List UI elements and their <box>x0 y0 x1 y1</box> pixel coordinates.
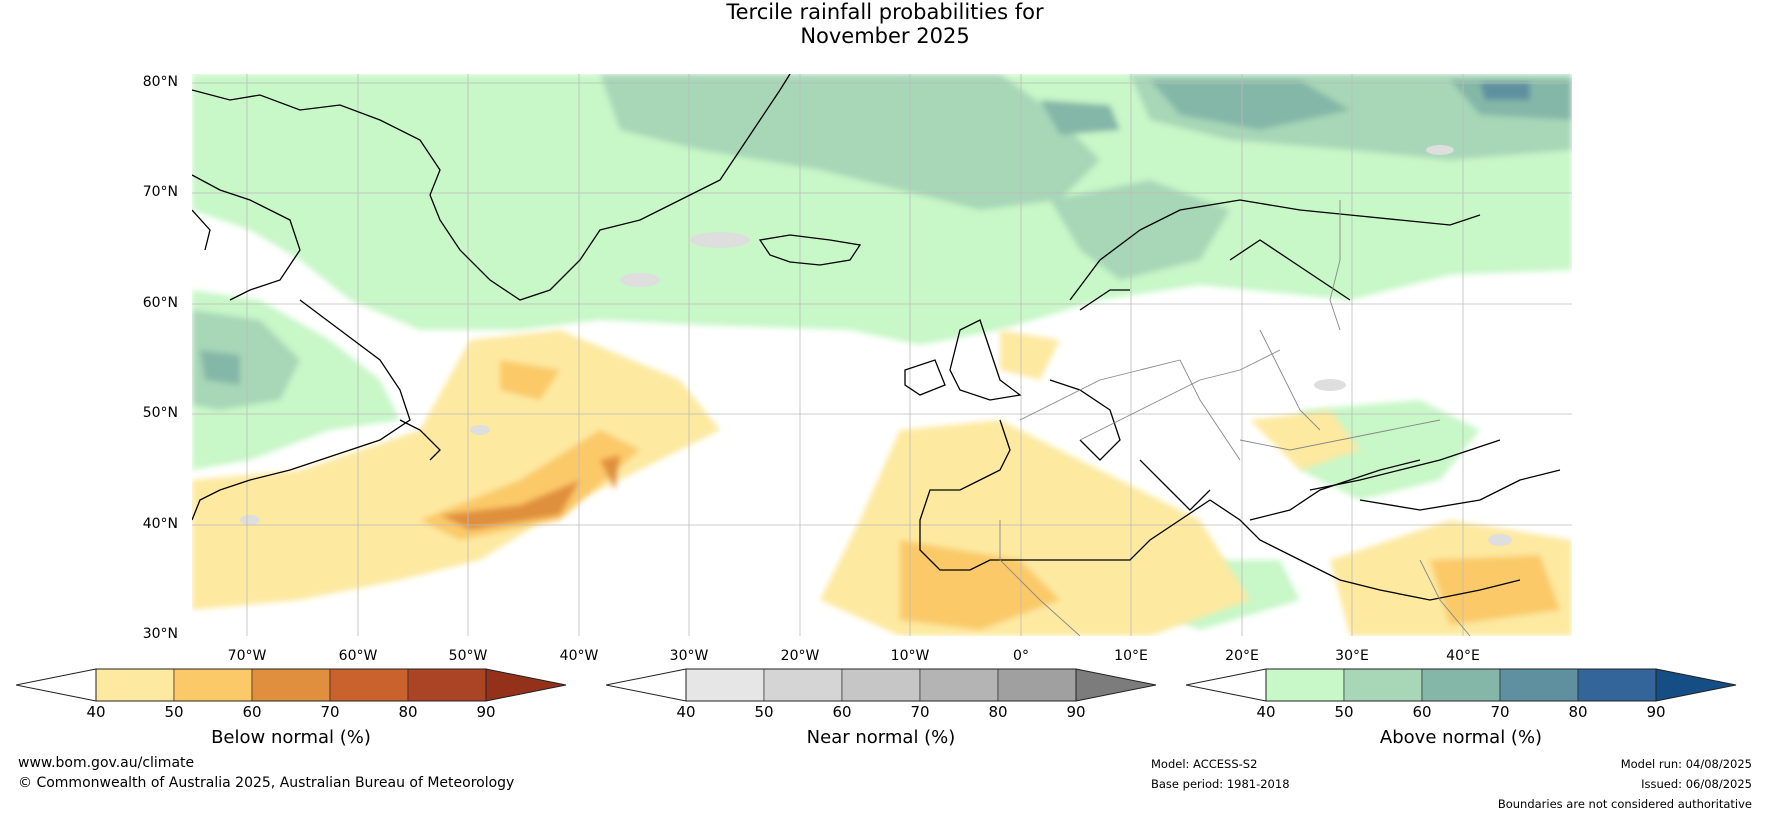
lon-label-0: 0° <box>1013 648 1029 664</box>
colorbar-above-swatch-2 <box>1343 668 1423 702</box>
footer-model: Model: ACCESS-S2 <box>1151 757 1258 771</box>
colorbar-below-high-extend <box>485 668 567 702</box>
lon-label-20w: 20°W <box>780 648 820 664</box>
lat-label-30n: 30°N <box>142 626 178 642</box>
near-tick-80: 80 <box>988 703 1008 721</box>
colorbar-near-low-extend <box>606 668 687 702</box>
lon-label-10w: 10°W <box>890 648 930 664</box>
above-tick-70: 70 <box>1490 703 1510 721</box>
graticule <box>192 74 1572 636</box>
lon-label-40w: 40°W <box>559 648 599 664</box>
lon-label-70w: 70°W <box>227 648 267 664</box>
lon-label-10e: 10°E <box>1114 648 1148 664</box>
above-tick-90: 90 <box>1646 703 1666 721</box>
footer-copyright: © Commonwealth of Australia 2025, Austra… <box>18 775 515 791</box>
lon-label-30w: 30°W <box>669 648 709 664</box>
above-tick-80: 80 <box>1568 703 1588 721</box>
lat-label-40n: 40°N <box>142 516 178 532</box>
lon-label-40e: 40°E <box>1446 648 1480 664</box>
near-normal-areas <box>240 145 1512 546</box>
below-tick-80: 80 <box>398 703 418 721</box>
map-title: Tercile rainfall probabilities for Novem… <box>0 0 1770 48</box>
lat-label-60n: 60°N <box>142 295 178 311</box>
below-tick-70: 70 <box>320 703 340 721</box>
probability-map <box>192 74 1572 636</box>
below-tick-40: 40 <box>86 703 106 721</box>
lon-label-50w: 50°W <box>448 648 488 664</box>
lat-label-80n: 80°N <box>142 74 178 90</box>
lon-label-60w: 60°W <box>338 648 378 664</box>
colorbar-below-low-extend <box>16 668 97 702</box>
colorbar-above-swatch-5 <box>1577 668 1657 702</box>
above-tick-50: 50 <box>1334 703 1354 721</box>
below-normal-areas <box>192 330 1572 636</box>
colorbar-near-swatch-4 <box>919 668 999 702</box>
colorbar-above-swatch-3 <box>1421 668 1501 702</box>
colorbar-above-low-extend <box>1186 668 1267 702</box>
below-tick-50: 50 <box>164 703 184 721</box>
footer-issued: Issued: 06/08/2025 <box>1641 777 1752 791</box>
colorbar-near-swatch-3 <box>841 668 921 702</box>
country-borders <box>999 200 1471 636</box>
above-tick-60: 60 <box>1412 703 1432 721</box>
colorbar-near-swatch-5 <box>997 668 1077 702</box>
footer-base-period: Base period: 1981-2018 <box>1151 777 1290 791</box>
below-tick-90: 90 <box>476 703 496 721</box>
colorbar-below-swatch-2 <box>173 668 253 702</box>
colorbar-near-label: Near normal (%) <box>806 727 956 748</box>
near-tick-70: 70 <box>910 703 930 721</box>
near-tick-60: 60 <box>832 703 852 721</box>
colorbar-above-normal <box>1186 668 1737 702</box>
colorbar-below-swatch-1 <box>95 668 175 702</box>
colorbar-above-label: Above normal (%) <box>1379 727 1543 748</box>
colorbar-near-normal <box>606 668 1157 702</box>
lat-label-50n: 50°N <box>142 405 178 421</box>
coastlines <box>192 74 1561 601</box>
colorbar-below-swatch-5 <box>407 668 487 702</box>
lat-label-70n: 70°N <box>142 184 178 200</box>
above-tick-40: 40 <box>1256 703 1276 721</box>
near-tick-50: 50 <box>754 703 774 721</box>
footer-url: www.bom.gov.au/climate <box>18 755 195 771</box>
title-line-1: Tercile rainfall probabilities for <box>726 0 1044 24</box>
colorbar-near-swatch-2 <box>763 668 843 702</box>
near-tick-90: 90 <box>1066 703 1086 721</box>
lon-label-30e: 30°E <box>1335 648 1369 664</box>
colorbar-above-swatch-1 <box>1265 668 1345 702</box>
above-normal-areas <box>192 74 1572 630</box>
footer-disclaimer: Boundaries are not considered authoritat… <box>1497 797 1752 811</box>
title-line-2: November 2025 <box>800 24 970 48</box>
colorbar-below-swatch-4 <box>329 668 409 702</box>
lon-label-20e: 20°E <box>1225 648 1259 664</box>
colorbar-near-swatch-1 <box>685 668 765 702</box>
below-tick-60: 60 <box>242 703 262 721</box>
near-tick-40: 40 <box>676 703 696 721</box>
colorbar-above-swatch-4 <box>1499 668 1579 702</box>
colorbar-below-normal <box>16 668 567 702</box>
colorbar-below-swatch-3 <box>251 668 331 702</box>
footer-model-run: Model run: 04/08/2025 <box>1620 757 1752 771</box>
colorbar-above-high-extend <box>1655 668 1737 702</box>
colorbar-near-high-extend <box>1075 668 1157 702</box>
colorbar-below-label: Below normal (%) <box>211 727 371 748</box>
